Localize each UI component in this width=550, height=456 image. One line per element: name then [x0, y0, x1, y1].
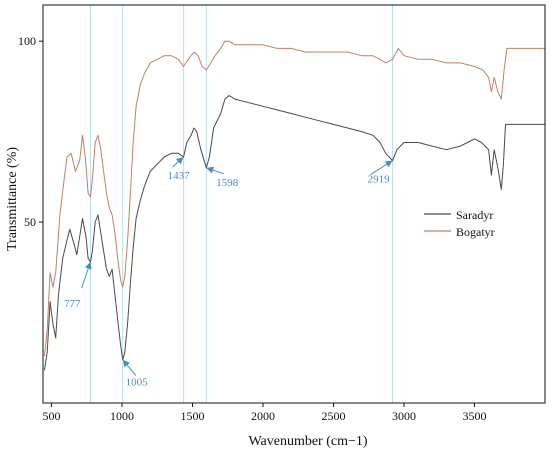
annotation-layer: 777 1005 1437 1598 2919	[64, 156, 393, 389]
x-axis-ticks: 500 1000 1500 2000 2500 3000 3500	[42, 403, 486, 423]
annotation-label-1437: 1437	[168, 170, 191, 182]
legend: Saradyr Bogatyr	[424, 208, 495, 239]
series-layer	[43, 40, 545, 371]
legend-label-bogatyr: Bogatyr	[456, 225, 495, 239]
annotation-arrowhead-1598	[206, 166, 215, 174]
x-tick-label: 500	[42, 409, 60, 423]
annotation-label-2919: 2919	[368, 174, 391, 186]
series-line-saradyr	[43, 95, 545, 371]
x-tick-label: 3500	[462, 409, 486, 423]
y-axis-ticks: 50 100	[18, 34, 43, 229]
x-tick-label: 2000	[251, 409, 275, 423]
x-tick-label: 1500	[180, 409, 204, 423]
annotation-arrowhead-777	[84, 261, 92, 270]
y-tick-label: 50	[24, 215, 36, 229]
legend-label-saradyr: Saradyr	[456, 208, 493, 222]
plot-frame	[42, 4, 546, 404]
x-tick-label: 1000	[110, 409, 134, 423]
annotation-label-1598: 1598	[216, 177, 239, 189]
y-tick-label: 100	[18, 34, 36, 48]
series-line-bogatyr	[43, 40, 545, 357]
reference-lines	[90, 5, 394, 403]
annotation-arrowhead-1005	[122, 359, 130, 368]
annotation-label-777: 777	[64, 298, 81, 310]
x-axis-label: Wavenumber (cm−1)	[248, 434, 367, 449]
y-axis-label: Transmittance (%)	[5, 147, 20, 251]
x-tick-label: 2500	[321, 409, 345, 423]
annotation-arrowhead-2919	[384, 160, 393, 168]
annotation-arrowhead-1437	[176, 156, 184, 165]
annotation-label-1005: 1005	[126, 377, 149, 389]
x-tick-label: 3000	[392, 409, 416, 423]
